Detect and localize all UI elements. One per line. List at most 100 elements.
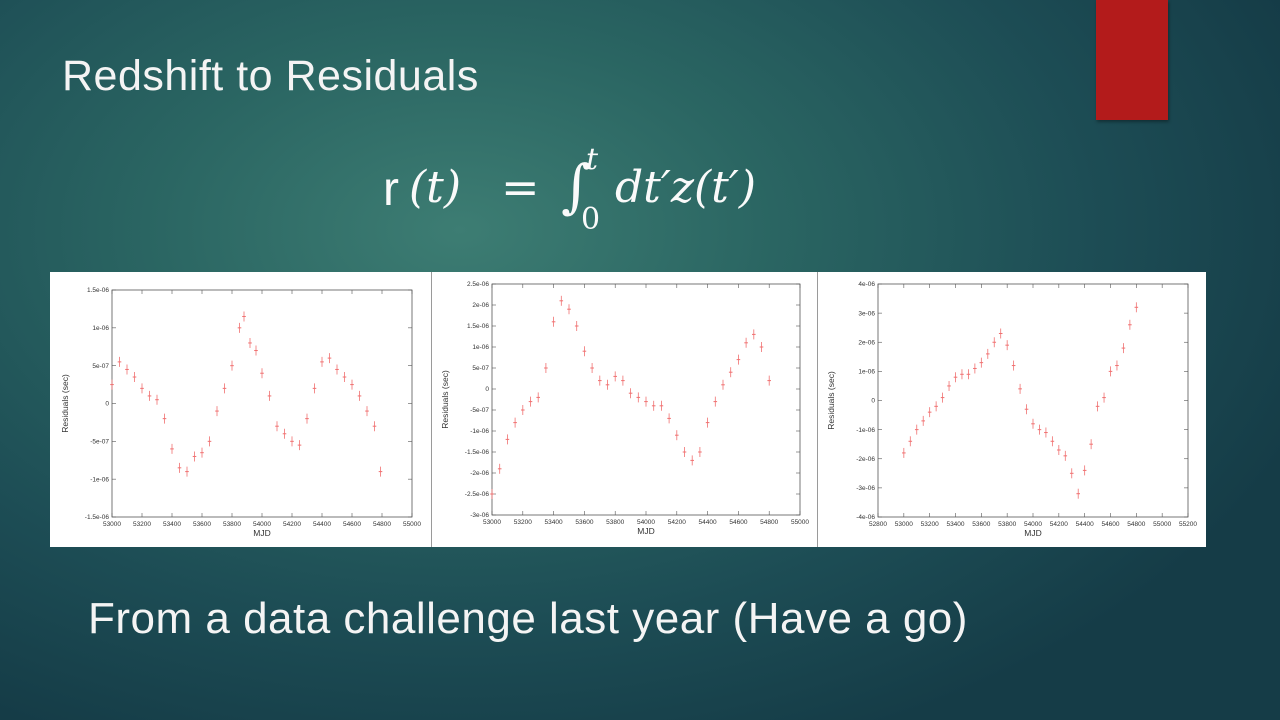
data-point: [705, 417, 710, 428]
data-point: [1011, 360, 1016, 371]
residual-plot-3-svg: 52800 53000 53200 53400 53600 53800 54000 54200…: [826, 281, 1197, 538]
data-point: [230, 360, 234, 371]
data-point: [1024, 404, 1029, 415]
data-point: [1095, 401, 1100, 412]
data-point: [192, 451, 197, 462]
data-point: [1063, 450, 1068, 461]
data-point: [979, 357, 984, 368]
x-tick-label: 54600: [729, 519, 747, 526]
data-point: [215, 406, 219, 417]
y-tick-label: 0: [485, 386, 489, 393]
data-point: [567, 304, 571, 315]
data-point: [505, 434, 510, 445]
data-point: [1108, 366, 1113, 377]
x-tick-label: 53800: [606, 519, 624, 526]
data-point: [621, 375, 625, 386]
integral-lower-limit: 0: [581, 202, 601, 237]
data-point: [675, 430, 679, 441]
formula-lhs-arg: (t): [409, 162, 462, 213]
data-point: [1089, 439, 1093, 450]
data-point: [365, 406, 369, 417]
data-point: [1134, 302, 1139, 313]
data-point: [1044, 427, 1048, 438]
x-tick-label: 55000: [403, 521, 421, 528]
data-point: [200, 447, 204, 458]
y-tick-label: 1.5e-06: [467, 323, 489, 330]
x-tick-label: 53000: [483, 519, 501, 526]
data-point: [177, 462, 182, 473]
x-tick-label: 53400: [545, 519, 563, 526]
y-tick-label: -2.5e-06: [465, 491, 490, 498]
residual-plot-1-svg: 53000 53200 53400 53600 53800 54000 54200 54400…: [60, 287, 421, 538]
y-tick-label: -2e-06: [470, 470, 489, 477]
x-tick-label: 53400: [163, 521, 181, 528]
y-tick-label: 5e-07: [92, 363, 109, 370]
data-point: [282, 428, 287, 439]
y-tick-label: -1e-06: [90, 476, 109, 483]
x-tick-label: 54600: [343, 521, 361, 528]
data-point: [248, 337, 252, 348]
data-point: [902, 447, 906, 458]
x-tick-label: 53800: [223, 521, 241, 528]
data-point: [1031, 418, 1035, 429]
y-tick-label: 2e-06: [858, 339, 875, 346]
data-point: [1005, 340, 1009, 351]
data-point: [155, 394, 159, 405]
formula-r: r: [383, 163, 399, 216]
data-point: [1069, 468, 1074, 479]
y-tick-label: 5e-07: [472, 365, 489, 372]
data-point: [335, 364, 339, 375]
data-point: [721, 379, 725, 390]
y-tick-label: 1e-06: [92, 325, 109, 332]
data-point: [312, 383, 317, 394]
y-tick-label: 1e-06: [858, 369, 875, 376]
integral-upper-limit: t: [586, 142, 599, 177]
x-tick-label: 53000: [895, 521, 913, 528]
data-point: [598, 375, 602, 386]
data-point: [297, 440, 302, 451]
data-point: [170, 443, 174, 454]
x-tick-label: 53600: [972, 521, 990, 528]
data-point: [290, 436, 294, 447]
data-point: [254, 345, 258, 356]
data-point: [1037, 424, 1042, 435]
data-point: [1057, 445, 1061, 456]
data-point: [752, 329, 756, 340]
residual-plot-2-svg: 53000 53200 53400 53600 53800 54000 54200 54400…: [440, 281, 809, 536]
data-point: [659, 400, 664, 411]
y-tick-label: 1e-06: [472, 344, 489, 351]
data-point: [736, 354, 741, 365]
y-tick-label: -5e-07: [90, 439, 109, 446]
y-tick-label: -1.5e-06: [85, 514, 110, 521]
integral-sign: ∫: [561, 152, 592, 220]
data-point: [728, 367, 733, 378]
data-point: [1076, 488, 1081, 499]
data-point: [536, 392, 540, 403]
data-point: [960, 369, 964, 380]
data-point: [140, 383, 144, 394]
residual-plot-1: 53000 53200 53400 53600 53800 54000 54200 54400…: [50, 272, 431, 547]
y-tick-label: -2e-06: [856, 456, 875, 463]
data-point: [378, 466, 383, 477]
x-tick-label: 53400: [946, 521, 964, 528]
plot-divider: [431, 272, 432, 547]
formula-integrand: dt′z(t′): [615, 162, 757, 213]
x-tick-label: 54800: [1127, 521, 1145, 528]
data-point: [372, 421, 377, 432]
data-point: [1115, 360, 1119, 371]
x-tick-label: 54400: [313, 521, 331, 528]
data-point: [947, 380, 951, 391]
y-tick-label: 0: [871, 398, 875, 405]
data-point: [110, 379, 114, 390]
data-point: [998, 328, 1003, 339]
data-point: [590, 363, 594, 373]
x-tick-label: 54800: [373, 521, 391, 528]
data-point: [551, 316, 556, 327]
data-point: [605, 379, 610, 390]
y-tick-label: -3e-06: [470, 512, 489, 519]
data-point: [582, 346, 587, 357]
x-tick-label: 53000: [103, 521, 121, 528]
x-tick-label: 55200: [1179, 521, 1197, 528]
data-point: [953, 372, 958, 383]
data-point: [267, 390, 272, 401]
